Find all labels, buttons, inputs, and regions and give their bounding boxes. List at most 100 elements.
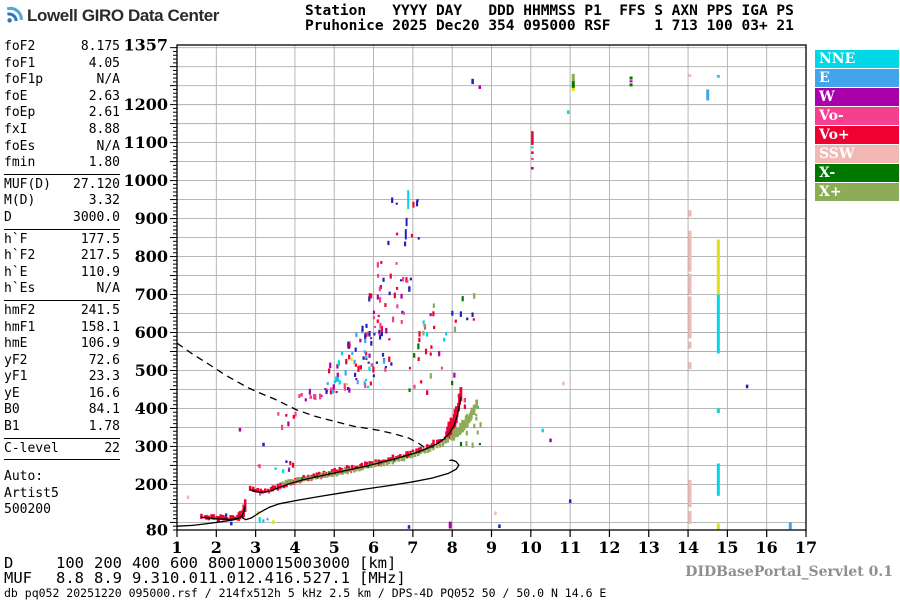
readout-row-hf2: h`F2 217.5 <box>4 248 120 265</box>
readout-value: 16.6 <box>88 385 120 401</box>
muf-cell: 400 <box>132 554 160 572</box>
readout-label: fxI <box>4 121 28 137</box>
plot-grid <box>177 45 806 530</box>
muf-cell: 1500 <box>274 554 312 572</box>
readout-row-yf1: yF1 23.3 <box>4 369 120 386</box>
y-tick-label: 300 <box>135 437 168 456</box>
muf-cell: 3000 <box>312 554 350 572</box>
readout-value: 2.61 <box>88 105 120 121</box>
page-title: Lowell GIRO Data Center <box>27 6 220 25</box>
x-tick-label: 3 <box>250 538 261 557</box>
readout-label: foF1p <box>4 72 44 88</box>
y-tick-label: 1000 <box>123 171 168 190</box>
station-header-line2: Pruhonice 2025 Dec20 354 095000 RSF 1 71… <box>305 17 794 34</box>
readout-label: foF1 <box>4 55 36 71</box>
muf-row-unit: [km] <box>359 554 397 572</box>
x-tick-label: 15 <box>716 538 738 557</box>
readout-label: h`F2 <box>4 248 36 264</box>
muf-cell: 9.3 <box>132 568 160 587</box>
readout-row-foes: foEs N/A <box>4 139 120 156</box>
readout-value: 177.5 <box>80 231 120 247</box>
readout-divider <box>4 228 120 230</box>
readout-row-b0: B0 84.1 <box>4 402 120 419</box>
y-tick-label: 1200 <box>123 95 168 114</box>
readout-value: 22 <box>104 440 120 456</box>
legend-item-x: X+ <box>815 183 899 201</box>
readout-label: foF2 <box>4 39 36 54</box>
readout-row-fof2: foF2 8.175 <box>4 39 120 56</box>
muf-cell: 1000 <box>236 554 274 572</box>
readout-row-he: h`E 110.9 <box>4 265 120 282</box>
x-tick-label: 9 <box>486 538 497 557</box>
autoscaling-info: Auto: Artist5 500200 <box>4 469 59 518</box>
x-tick-label: 1 <box>171 538 182 557</box>
legend-item-ssw: SSW <box>815 145 899 163</box>
readout-value: 106.9 <box>80 336 120 352</box>
measurement-status-line: db pq052 20251220 095000.rsf / 214fx512h… <box>4 586 607 600</box>
readout-row-foe: foE 2.63 <box>4 89 120 106</box>
readout-value: 8.175 <box>80 39 120 54</box>
readout-value: 3.32 <box>88 193 120 209</box>
readout-divider <box>4 299 120 301</box>
servlet-version-label: DIDBasePortal_Servlet 0.1 <box>685 564 893 580</box>
giro-logo-icon <box>6 6 23 23</box>
y-tick-label: 200 <box>135 475 168 494</box>
readout-row-md: M(D) 3.32 <box>4 193 120 210</box>
readout-label: yF1 <box>4 369 28 385</box>
x-tick-label: 5 <box>329 538 340 557</box>
readout-label: yE <box>4 385 20 401</box>
readout-row-hmf1: hmF1 158.1 <box>4 320 120 337</box>
readout-divider <box>4 459 120 461</box>
echo-trace-bars <box>200 387 479 522</box>
muf-row-unit: [MHz] <box>359 568 406 587</box>
muf-cell: 100 <box>56 554 84 572</box>
muf-cell: 600 <box>170 554 198 572</box>
readout-value: 72.6 <box>88 352 120 368</box>
readout-value: 4.05 <box>88 55 120 71</box>
legend-item-vo: Vo- <box>815 107 899 125</box>
legend-item-e: E <box>815 69 899 87</box>
readout-value: 2.63 <box>88 88 120 104</box>
x-tick-label: 11 <box>559 538 581 557</box>
muf-cell: 8.9 <box>94 568 122 587</box>
y-tick-label: 700 <box>135 285 168 304</box>
readout-row-hes: h`Es N/A <box>4 281 120 298</box>
readout-label: h`Es <box>4 281 36 297</box>
x-tick-label: 12 <box>598 538 620 557</box>
readout-row-hmf2: hmF2 241.5 <box>4 303 120 320</box>
axis-tick-labels: 1357120011001000900800700600500400300200… <box>123 36 817 558</box>
readout-label: hmF2 <box>4 302 36 318</box>
x-tick-label: 16 <box>756 538 778 557</box>
readout-value: 1.80 <box>88 155 120 171</box>
scaled-parameters-panel: foF2 8.175 foF1 4.05 foF1p N/A foE 2.63 foEp 2.61… <box>4 39 120 519</box>
readout-value: 3000.0 <box>73 209 120 225</box>
muf-cell: 11.0 <box>198 568 236 587</box>
readout-label: h`E <box>4 264 28 280</box>
x-tick-label: 13 <box>638 538 660 557</box>
readout-row-clevel: C-level 22 <box>4 441 120 458</box>
y-tick-label: 1357 <box>123 36 168 55</box>
readout-label: hmF1 <box>4 319 36 335</box>
readout-label: foEs <box>4 138 36 154</box>
muf-cell: 12.4 <box>236 568 274 587</box>
readout-value: N/A <box>96 138 120 154</box>
muf-transmission-dashed-curve <box>176 342 427 450</box>
readout-label: D <box>4 209 12 225</box>
readout-value: 241.5 <box>80 302 120 318</box>
readout-row-hme: hmE 106.9 <box>4 336 120 353</box>
muf-cell: 27.1 <box>312 568 350 587</box>
readout-value: N/A <box>96 72 120 88</box>
readout-label: foE <box>4 88 28 104</box>
muf-distance-table: D 100 200 400 600 800 1000 1500 3000 [km] MUF 8.8 8.… <box>4 554 406 587</box>
readout-row-yf2: yF2 72.6 <box>4 353 120 370</box>
readout-label: foEp <box>4 105 36 121</box>
readout-value: 1.78 <box>88 419 120 435</box>
readout-label: yF2 <box>4 352 28 368</box>
x-tick-label: 17 <box>795 538 817 557</box>
muf-table-row-d: D 100 200 400 600 800 1000 1500 3000 [km] <box>4 554 406 572</box>
legend-item-vo: Vo+ <box>815 126 899 144</box>
readout-divider <box>4 173 120 175</box>
legend-item-w: W <box>815 88 899 106</box>
